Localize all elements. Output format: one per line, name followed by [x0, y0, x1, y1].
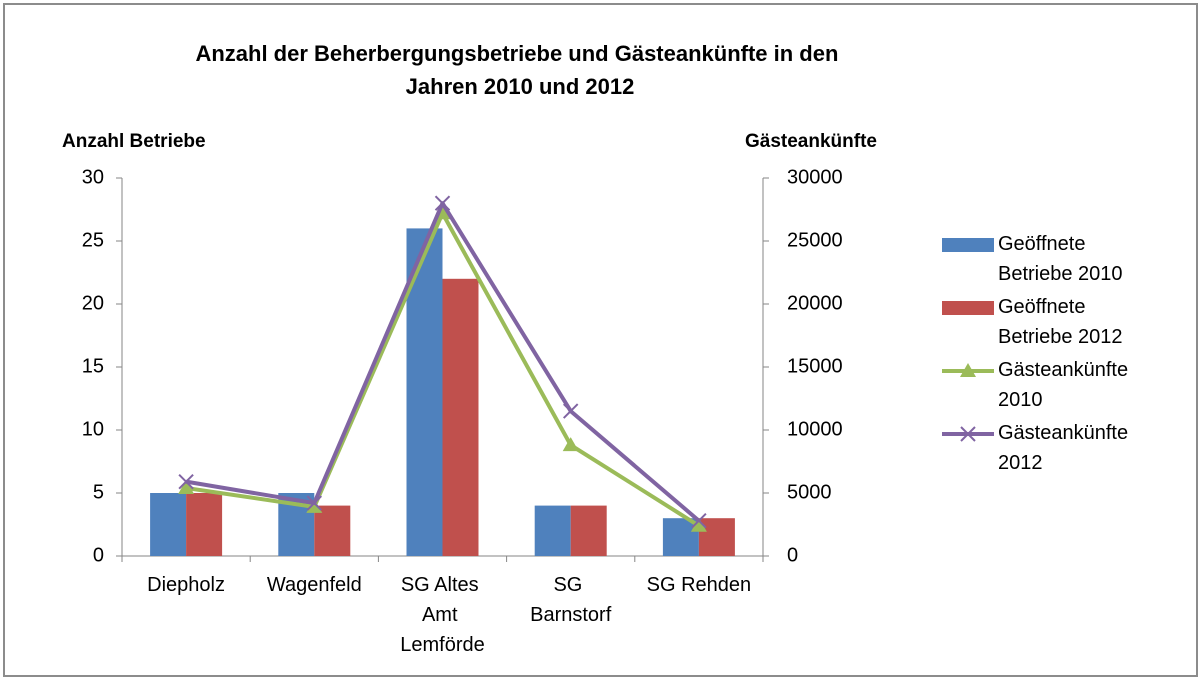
y2-axis-title: Gästeankünfte [745, 131, 877, 152]
line-marker [434, 195, 451, 211]
x-tick-label: Diepholz [147, 574, 225, 596]
bar [150, 493, 187, 556]
bar [698, 518, 735, 556]
legend-label: Geöffnete Betriebe 2012 [998, 296, 1123, 348]
y2-tick-label: 0 [787, 544, 798, 566]
y2-tick-label: 25000 [787, 229, 843, 251]
line-marker [178, 479, 195, 494]
y-tick-label: 0 [93, 544, 104, 566]
y2-tick-label: 10000 [787, 418, 843, 440]
chart-border [3, 3, 1198, 677]
line-marker [306, 495, 323, 511]
y-tick-label: 30 [82, 166, 104, 188]
x-tick-label: Wagenfeld [267, 574, 362, 596]
y2-tick-label: 5000 [787, 481, 832, 503]
chart-title: Anzahl der Beherbergungsbetriebe und Gäs… [195, 41, 844, 99]
bar [534, 505, 571, 556]
legend-swatch [942, 301, 994, 315]
y-tick-label: 25 [82, 229, 104, 251]
line-marker [562, 403, 579, 419]
y-tick-label: 5 [93, 481, 104, 503]
y-tick-label: 15 [82, 355, 104, 377]
legend-marker [960, 363, 976, 377]
legend-swatch [942, 238, 994, 252]
bar [442, 278, 479, 556]
y2-tick-label: 15000 [787, 355, 843, 377]
line-marker [691, 513, 707, 529]
y-tick-label: 20 [82, 292, 104, 314]
bar [570, 505, 607, 556]
line-marker [562, 437, 579, 452]
line-marker [178, 473, 194, 490]
y-tick-label: 10 [82, 418, 104, 440]
line-marker [690, 517, 707, 532]
x-tick-label: SG Altes Amt Lemförde [400, 574, 485, 656]
x-tick-label: SG Rehden [647, 574, 752, 596]
bar [314, 505, 351, 556]
legend-label: Gästeankünfte 2012 [998, 422, 1134, 474]
bar [186, 493, 223, 556]
line-marker [306, 498, 323, 513]
legend-label: Gästeankünfte 2010 [998, 359, 1134, 411]
bar [662, 518, 699, 556]
x-tick-label: SG Barnstorf [530, 574, 612, 626]
legend-label: Geöffnete Betriebe 2010 [998, 233, 1123, 285]
y2-tick-label: 30000 [787, 166, 843, 188]
y-axis-title: Anzahl Betriebe [62, 131, 206, 152]
legend-marker [960, 426, 976, 442]
y2-tick-label: 20000 [787, 292, 843, 314]
